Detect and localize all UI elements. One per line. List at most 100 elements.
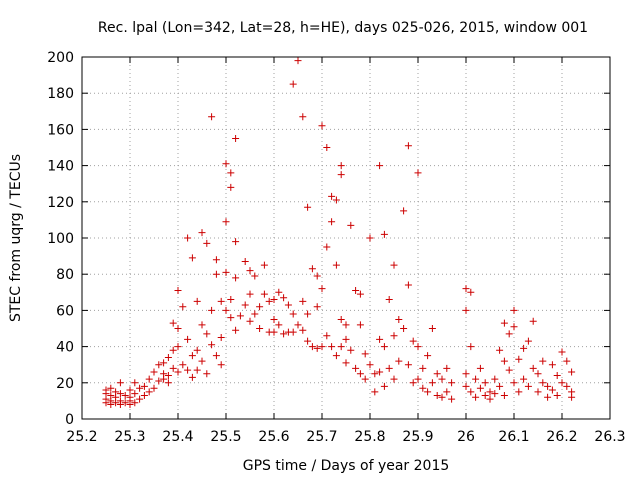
data-point	[217, 297, 225, 305]
x-tick-label: 25.6	[258, 429, 289, 445]
plot-frame	[81, 56, 611, 420]
data-point	[318, 285, 326, 293]
data-point	[481, 379, 489, 387]
data-point	[280, 294, 288, 302]
data-point	[337, 171, 345, 179]
data-point	[539, 379, 547, 387]
data-point	[198, 357, 206, 365]
data-point	[443, 364, 451, 372]
data-point	[558, 379, 566, 387]
data-point	[294, 321, 302, 329]
y-tick-label: 0	[65, 412, 74, 428]
x-tick-label: 26	[457, 429, 475, 445]
y-tick-label: 120	[47, 195, 74, 211]
data-point	[193, 366, 201, 374]
data-point	[467, 388, 475, 396]
data-point	[443, 388, 451, 396]
data-point	[356, 321, 364, 329]
data-point	[188, 254, 196, 262]
data-point	[193, 297, 201, 305]
data-point	[184, 366, 192, 374]
data-point	[121, 391, 129, 399]
data-point	[212, 256, 220, 264]
data-point	[400, 207, 408, 215]
data-point	[140, 382, 148, 390]
data-point	[462, 370, 470, 378]
data-point	[371, 388, 379, 396]
data-point	[299, 113, 307, 121]
data-point	[308, 265, 316, 273]
data-point	[299, 326, 307, 334]
data-point	[467, 288, 475, 296]
x-tick-label: 25.2	[66, 429, 97, 445]
data-point	[342, 359, 350, 367]
data-point	[308, 343, 316, 351]
data-point	[265, 297, 273, 305]
data-point	[164, 379, 172, 387]
data-point	[404, 361, 412, 369]
data-point	[227, 169, 235, 177]
data-point	[428, 325, 436, 332]
data-point	[232, 274, 240, 282]
data-point	[548, 386, 556, 394]
data-point	[155, 377, 163, 385]
data-point	[414, 375, 422, 383]
data-point	[116, 390, 124, 398]
data-point	[217, 334, 225, 342]
data-point	[232, 326, 240, 334]
data-point	[280, 330, 288, 338]
data-point	[433, 391, 441, 399]
data-point	[188, 352, 196, 360]
data-point	[496, 346, 504, 354]
data-point	[347, 221, 355, 229]
data-point	[376, 335, 384, 343]
data-point	[126, 386, 134, 394]
data-point	[284, 301, 292, 309]
y-tick-label: 160	[47, 122, 74, 138]
data-point	[438, 393, 446, 401]
data-point	[356, 290, 364, 298]
data-point	[270, 328, 278, 336]
data-point	[289, 328, 297, 336]
data-point	[289, 80, 297, 88]
data-point	[169, 346, 177, 354]
data-point	[419, 364, 427, 372]
data-point	[486, 395, 494, 403]
data-point	[116, 401, 124, 409]
data-point	[136, 384, 144, 392]
data-point	[390, 332, 398, 340]
data-point	[424, 352, 432, 360]
data-point	[212, 270, 220, 278]
data-point	[102, 399, 110, 407]
data-point	[241, 301, 249, 309]
data-point	[164, 372, 172, 380]
data-point	[342, 321, 350, 329]
data-point	[304, 310, 312, 318]
data-point	[433, 370, 441, 378]
data-point	[380, 230, 388, 238]
data-point	[510, 323, 518, 331]
data-point	[294, 57, 302, 65]
data-point	[160, 359, 168, 367]
x-tick-label: 25.3	[114, 429, 145, 445]
data-point	[390, 261, 398, 269]
data-point	[116, 379, 124, 387]
x-tick-label: 26.1	[498, 429, 529, 445]
data-point	[313, 272, 321, 280]
data-point	[380, 382, 388, 390]
data-point	[313, 303, 321, 311]
x-tick-label: 25.5	[210, 429, 241, 445]
data-point	[174, 325, 182, 332]
data-point	[323, 144, 331, 151]
data-point	[568, 368, 576, 376]
data-point	[385, 364, 393, 372]
data-point	[107, 401, 115, 409]
data-point	[496, 382, 504, 390]
data-point	[534, 388, 542, 396]
x-tick-labels: 25.2 25.3 25.4 25.5 25.6 25.7 25.8 25.9 26 26.1 26…	[66, 429, 625, 445]
data-point	[395, 315, 403, 323]
x-tick-label: 26.2	[546, 429, 577, 445]
data-point	[160, 370, 168, 378]
data-point	[184, 335, 192, 343]
